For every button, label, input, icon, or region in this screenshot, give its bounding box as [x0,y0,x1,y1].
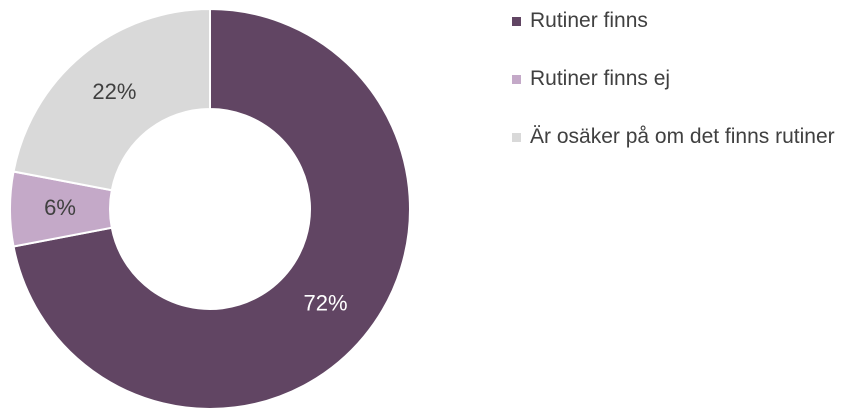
data-label: 72% [304,290,348,315]
legend-item: Rutiner finns [512,8,842,34]
legend-item: Är osäker på om det finns rutiner [512,124,842,150]
slice [12,7,411,409]
legend: Rutiner finns Rutiner finns ej Är osäker p… [512,8,842,182]
legend-swatch [512,75,521,84]
legend-label: Rutiner finns ej [530,67,671,90]
legend-item: Rutiner finns ej [512,66,842,92]
legend-swatch [512,17,521,26]
legend-label: Rutiner finns [530,9,648,32]
data-label: 22% [92,79,136,104]
data-label: 6% [44,195,76,220]
legend-label: Är osäker på om det finns rutiner [530,125,835,148]
legend-swatch [512,133,521,142]
chart: 72% 6% 22% [9,7,411,409]
slice [12,7,211,192]
